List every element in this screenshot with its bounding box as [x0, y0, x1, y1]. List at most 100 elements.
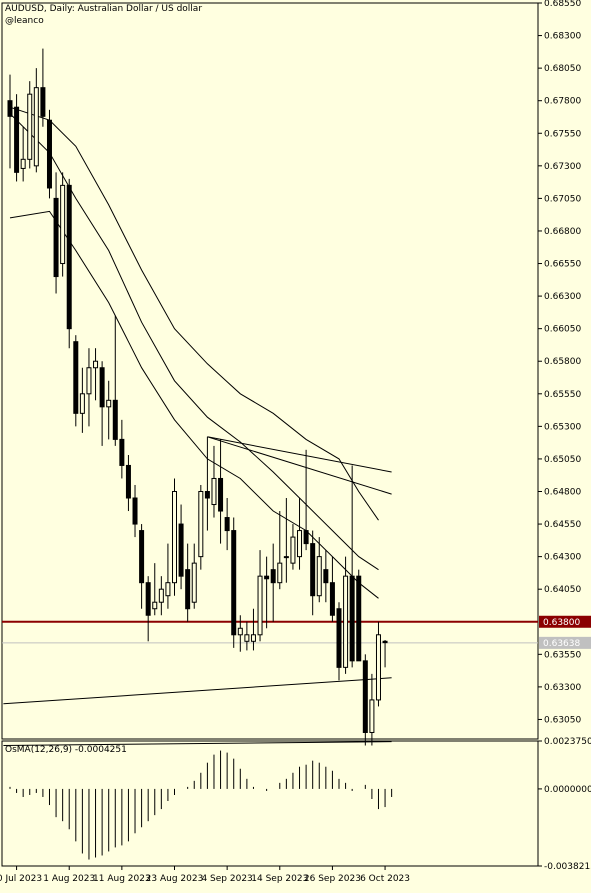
y-tick-label: 0.65800	[544, 357, 581, 367]
author-label: @leanco	[5, 16, 44, 26]
y-tick-label: 0.68300	[544, 32, 581, 42]
candle-bear	[382, 640, 388, 644]
y-tick-label: 0.64300	[544, 553, 581, 563]
y-tick-label: 0.65050	[544, 455, 581, 465]
candle-bull	[290, 536, 296, 564]
y-tick-label: 0.66550	[544, 260, 581, 270]
indicator-label: OsMA(12,26,9) -0.0004251	[5, 745, 127, 755]
trendline-upper-2-line	[207, 436, 392, 495]
ma-middle-line	[9, 113, 379, 571]
candle-bull	[106, 399, 112, 408]
candle-bull	[20, 158, 26, 169]
y-tick-label: 0.63550	[544, 650, 581, 660]
y-tick-label: 0.68550	[544, 0, 581, 9]
candle-bull	[257, 575, 263, 636]
candle-bear	[270, 569, 276, 584]
trendline-upper-1-line	[207, 436, 392, 473]
x-tick-label: 26 Sep 2023	[304, 874, 361, 884]
y-tick-label: 0.67300	[544, 162, 581, 172]
candle-bear	[323, 569, 329, 584]
y-tick-label: 0.65550	[544, 390, 581, 400]
candle-bull	[237, 627, 243, 636]
candle-bull	[79, 393, 85, 414]
x-tick-label: 4 Sep 2023	[201, 874, 252, 884]
candle-bear	[73, 341, 79, 414]
candle-bear	[119, 438, 125, 466]
candle-bull	[369, 699, 375, 733]
candle-bear	[132, 497, 138, 525]
current-price-tag	[539, 636, 591, 649]
candle-bull	[158, 588, 164, 603]
indicator-y-tick-label: 0.0000000	[544, 785, 591, 795]
candle-bull	[343, 575, 349, 668]
candle-bull	[165, 582, 171, 597]
x-tick-label: 11 Aug 2023	[93, 874, 151, 884]
x-tick-label: 1 Aug 2023	[43, 874, 95, 884]
candle-bear	[310, 543, 316, 597]
candle-bull	[198, 490, 204, 558]
candle-bear	[336, 608, 342, 668]
y-tick-label: 0.63300	[544, 683, 581, 693]
y-tick-label: 0.67800	[544, 97, 581, 107]
y-tick-label: 0.64550	[544, 520, 581, 530]
y-tick-label: 0.65300	[544, 422, 581, 432]
candle-bear	[204, 490, 210, 499]
candle-bear	[264, 575, 270, 580]
x-tick-label: 6 Oct 2023	[360, 874, 410, 884]
x-tick-label: 14 Sep 2023	[251, 874, 308, 884]
y-tick-label: 0.64800	[544, 487, 581, 497]
trendline-lower-line	[3, 677, 392, 705]
y-tick-label: 0.64050	[544, 585, 581, 595]
candle-bull	[191, 562, 197, 603]
candle-bull	[375, 634, 381, 701]
candle-bull	[297, 530, 303, 558]
candle-bear	[145, 582, 151, 616]
bottom-line-line	[3, 741, 392, 746]
candle-bear	[356, 575, 362, 662]
candle-bull	[152, 601, 158, 610]
candle-bear	[40, 87, 46, 117]
y-tick-label: 0.66300	[544, 292, 581, 302]
candle-bear	[112, 399, 118, 440]
candle-bear	[185, 569, 191, 610]
candle-bull	[250, 634, 256, 642]
ma-upper-line	[9, 106, 379, 521]
candle-bear	[125, 464, 131, 499]
y-tick-label: 0.66800	[544, 227, 581, 237]
candle-bear	[231, 530, 237, 636]
y-tick-label: 0.66050	[544, 325, 581, 335]
y-tick-label: 0.67550	[544, 129, 581, 139]
candle-bull	[283, 556, 289, 559]
candle-bear	[362, 660, 368, 733]
candle-bull	[33, 87, 39, 167]
level-price-tag	[539, 615, 591, 628]
candle-bull	[93, 360, 99, 369]
indicator-y-tick-label: -0.0038213	[544, 862, 591, 872]
candle-bear	[7, 100, 13, 117]
chart-header: AUDUSD, Daily: Australian Dollar / US do…	[5, 3, 202, 27]
candle-bear	[178, 523, 184, 577]
candle-bear	[303, 530, 309, 545]
candle-bull	[211, 477, 217, 506]
y-tick-label: 0.63050	[544, 715, 581, 725]
x-tick-label: 20 Jul 2023	[0, 874, 42, 884]
candle-bear	[329, 582, 335, 616]
candle-bear	[218, 477, 224, 512]
candle-bull	[172, 490, 177, 584]
level-price-tag-label: 0.63800	[543, 618, 580, 628]
candle-bear	[14, 106, 20, 173]
candle-bull	[60, 184, 66, 265]
candle-bull	[244, 634, 250, 642]
candle-bull	[316, 556, 322, 597]
symbol-title: AUDUSD, Daily: Australian Dollar / US do…	[5, 4, 203, 14]
main-plot-frame	[1, 2, 539, 740]
y-tick-label: 0.67050	[544, 194, 581, 204]
candle-bull	[86, 367, 92, 395]
candle-bear	[349, 575, 355, 662]
indicator-plot-frame	[1, 740, 539, 867]
candle-bear	[53, 197, 59, 278]
indicator-y-tick-label: 0.0023750	[544, 737, 591, 747]
x-tick-label: 23 Aug 2023	[146, 874, 204, 884]
